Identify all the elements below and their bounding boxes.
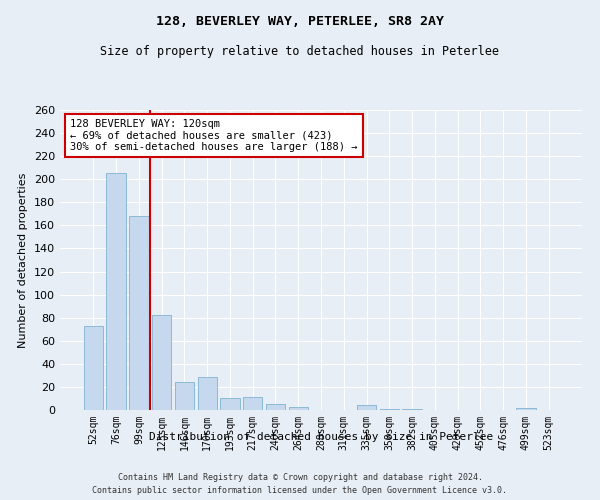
- Bar: [403, 409, 422, 410]
- Bar: [243, 398, 262, 410]
- Text: Contains HM Land Registry data © Crown copyright and database right 2024.: Contains HM Land Registry data © Crown c…: [118, 472, 482, 482]
- Text: Distribution of detached houses by size in Peterlee: Distribution of detached houses by size …: [149, 432, 493, 442]
- Bar: [152, 316, 172, 410]
- Text: 128 BEVERLEY WAY: 120sqm
← 69% of detached houses are smaller (423)
30% of semi-: 128 BEVERLEY WAY: 120sqm ← 69% of detach…: [70, 119, 358, 152]
- Y-axis label: Number of detached properties: Number of detached properties: [19, 172, 28, 348]
- Bar: [289, 406, 308, 410]
- Text: 128, BEVERLEY WAY, PETERLEE, SR8 2AY: 128, BEVERLEY WAY, PETERLEE, SR8 2AY: [156, 15, 444, 28]
- Bar: [84, 326, 103, 410]
- Bar: [266, 404, 285, 410]
- Text: Contains public sector information licensed under the Open Government Licence v3: Contains public sector information licen…: [92, 486, 508, 495]
- Bar: [220, 398, 239, 410]
- Bar: [106, 174, 126, 410]
- Bar: [516, 408, 536, 410]
- Bar: [357, 406, 376, 410]
- Text: Size of property relative to detached houses in Peterlee: Size of property relative to detached ho…: [101, 45, 499, 58]
- Bar: [380, 409, 399, 410]
- Bar: [175, 382, 194, 410]
- Bar: [129, 216, 149, 410]
- Bar: [197, 376, 217, 410]
